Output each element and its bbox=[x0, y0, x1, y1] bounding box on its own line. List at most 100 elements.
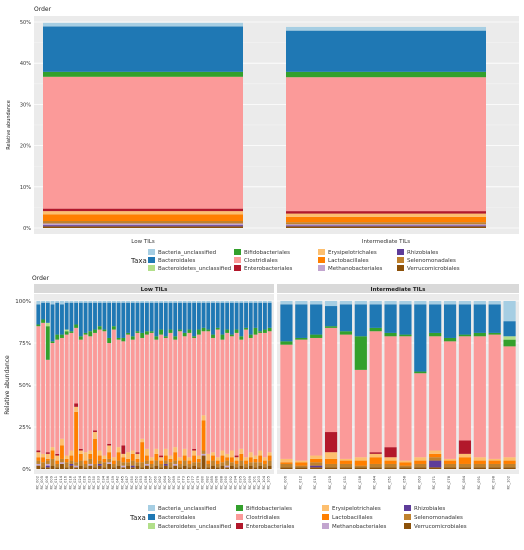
bottom-bar-segment-bifidobacteriales bbox=[354, 336, 367, 370]
bottom-bar-segment-bacteria-unclassified bbox=[354, 301, 367, 305]
bottom-bar-segment-bacteria-unclassified bbox=[220, 301, 225, 303]
bottom-bar-segment-bacteria-unclassified bbox=[295, 301, 308, 305]
bottom-bar-segment-lactobacillales bbox=[178, 460, 182, 464]
bottom-bar-segment-verrucomicrobiales bbox=[50, 465, 55, 469]
bottom-bar-segment-rhizobiales bbox=[163, 463, 168, 466]
bottom-bar-segment-clostridiales bbox=[206, 331, 211, 454]
bottom-bar-segment-clostridiales bbox=[168, 332, 173, 456]
bottom-bar-segment-erysipelotrichales bbox=[503, 457, 516, 461]
bottom-bar-segment-selenomonadales bbox=[201, 450, 206, 454]
bottom-bar-segment-clostridiales bbox=[458, 336, 472, 441]
bottom-bar-segment-bacteria-unclassified bbox=[45, 301, 50, 303]
bottom-bar-segment-erysipelotrichales bbox=[130, 450, 135, 454]
bottom-bar-segment-verrucomicrobiales bbox=[83, 467, 88, 469]
bottom-bar-segment-clostridiales bbox=[140, 337, 145, 439]
top-legend-swatch-rhizobiales bbox=[397, 249, 404, 255]
bottom-x-tick-label: RC_097 bbox=[243, 476, 247, 489]
bottom-bar-segment-verrucomicrobiales bbox=[239, 465, 244, 469]
bottom-bar-segment-clostridiales bbox=[220, 339, 225, 451]
bottom-bar-segment-verrucomicrobiales bbox=[55, 467, 60, 469]
bottom-bar-segment-methanobacteriales bbox=[144, 463, 149, 466]
bottom-bar-segment-verrucomicrobiales bbox=[443, 467, 457, 469]
top-legend-swatch-verrucomicrobiales bbox=[397, 265, 404, 271]
bottom-bar-segment-clostridiales bbox=[248, 337, 253, 453]
bottom-bar-segment-lactobacillales bbox=[339, 460, 353, 464]
bottom-x-tick-label: RC_075 bbox=[186, 476, 190, 489]
bottom-bar-segment-lactobacillales bbox=[121, 457, 126, 463]
bottom-bar-segment-selenomonadales bbox=[258, 462, 263, 466]
bottom-bar-segment-erysipelotrichales bbox=[126, 452, 130, 459]
bottom-bar-segment-selenomonadales bbox=[97, 460, 102, 464]
bottom-bar-segment-clostridiales bbox=[126, 334, 130, 453]
bottom-bar-segment-bacteria-unclassified bbox=[149, 301, 154, 303]
top-chart-title: Order bbox=[34, 6, 52, 13]
bottom-bar-segment-clostridiales bbox=[88, 336, 93, 451]
bottom-bar-segment-bifidobacteriales bbox=[64, 331, 69, 335]
bottom-legend-label-clostridiales: Clostridiales bbox=[246, 515, 280, 521]
bottom-x-tick-label: RC_082 bbox=[205, 476, 209, 489]
top-bar-segment-verrucomicrobiales bbox=[43, 226, 243, 228]
bottom-x-tick-label: RC_031 bbox=[343, 476, 347, 489]
bottom-bar-segment-selenomonadales bbox=[36, 460, 41, 464]
bottom-bar-segment-bacteria-unclassified bbox=[310, 301, 323, 305]
bottom-bar-segment-verrucomicrobiales bbox=[234, 467, 239, 469]
facet-strip-int bbox=[277, 284, 519, 293]
bottom-bar-segment-selenomonadales bbox=[310, 462, 323, 466]
bottom-bar-segment-clostridiales bbox=[121, 341, 126, 446]
bottom-bar-segment-bacteria-unclassified bbox=[116, 301, 121, 303]
bottom-bar-segment-bacteria-unclassified bbox=[473, 301, 486, 305]
bottom-bar-segment-erysipelotrichales bbox=[239, 448, 244, 454]
bottom-bar-segment-verrucomicrobiales bbox=[107, 463, 112, 469]
top-x-tick-label: Intermediate TILs bbox=[362, 239, 410, 245]
bottom-bar-segment-bacteroidales bbox=[45, 302, 50, 323]
bottom-bar-segment-methanobacteriales bbox=[60, 462, 64, 464]
bottom-bar-segment-bifidobacteriales bbox=[339, 331, 353, 335]
bottom-x-tick-label: RC_006 bbox=[283, 475, 287, 489]
bottom-bar-segment-bacteria-unclassified bbox=[168, 301, 173, 303]
bottom-bar-segment-bacteria-unclassified bbox=[121, 301, 126, 303]
bottom-bar-segment-clostridiales bbox=[173, 339, 178, 448]
bottom-bar-segment-erysipelotrichales bbox=[50, 447, 55, 451]
top-bar-segment-erysipelotrichales bbox=[43, 211, 243, 215]
bottom-legend-label-bacteroidales: Bacteroidales bbox=[158, 515, 196, 521]
bottom-bar-segment-selenomonadales bbox=[55, 463, 60, 468]
top-bar-segment-methanobacteriales bbox=[286, 224, 486, 226]
bottom-bar-segment-enterobacteriales bbox=[93, 430, 97, 433]
bottom-bar-segment-selenomonadales bbox=[178, 463, 182, 468]
bottom-bar-segment-rhizobiales bbox=[429, 460, 442, 468]
bottom-bar-segment-bifidobacteriales bbox=[116, 337, 121, 340]
bottom-bar-segment-erysipelotrichales bbox=[97, 450, 102, 456]
bottom-bar-segment-verrucomicrobiales bbox=[253, 467, 258, 469]
bottom-bar-segment-bacteroidales bbox=[36, 304, 41, 325]
top-bar-segment-bacteria-unclassified bbox=[286, 26, 486, 31]
bottom-x-tick-label: RC_053 bbox=[139, 476, 143, 489]
bottom-bar-segment-selenomonadales bbox=[253, 462, 258, 468]
bottom-x-tick-label: RC_021 bbox=[73, 476, 77, 489]
bottom-bar-segment-bacteria-unclassified bbox=[339, 301, 353, 305]
bottom-legend-label-verrucomicrobiales: Verrucomicrobiales bbox=[414, 524, 467, 530]
bottom-bar-segment-lactobacillales bbox=[244, 460, 248, 464]
bottom-bar-segment-bifidobacteriales bbox=[280, 341, 293, 345]
bottom-bar-segment-bacteroidales bbox=[173, 302, 178, 337]
bottom-bar-segment-clostridiales bbox=[280, 344, 293, 459]
bottom-bar-segment-verrucomicrobiales bbox=[280, 467, 293, 469]
bottom-bar-segment-selenomonadales bbox=[443, 463, 457, 468]
bottom-x-tick-label: RC_034 bbox=[101, 475, 105, 489]
bottom-legend-swatch-lactobacillales bbox=[322, 514, 329, 520]
bottom-bar-segment-selenomonadales bbox=[41, 462, 46, 468]
bottom-bar-segment-bifidobacteriales bbox=[55, 334, 60, 340]
bottom-bar-segment-bacteroidetes-unclassified bbox=[503, 336, 516, 340]
bottom-bar-segment-bacteroidales bbox=[196, 302, 201, 330]
bottom-bar-segment-bacteroidales bbox=[339, 304, 353, 332]
bottom-x-tick-label: RC_073 bbox=[182, 476, 186, 489]
bottom-bar-segment-verrucomicrobiales bbox=[310, 467, 323, 469]
bottom-bar-segment-lactobacillales bbox=[429, 453, 442, 458]
bottom-bar-segment-clostridiales bbox=[215, 329, 220, 458]
bottom-bar-segment-verrucomicrobiales bbox=[144, 465, 149, 469]
bottom-bar-segment-selenomonadales bbox=[173, 460, 178, 464]
bottom-bar-segment-bacteroidales bbox=[111, 302, 116, 327]
bottom-bar-segment-bacteria-unclassified bbox=[225, 301, 230, 303]
top-legend-label-bacteroidales: Bacteroidales bbox=[158, 258, 196, 264]
bottom-bar-segment-bacteria-unclassified bbox=[135, 301, 140, 303]
bottom-bar-segment-bifidobacteriales bbox=[211, 334, 215, 338]
